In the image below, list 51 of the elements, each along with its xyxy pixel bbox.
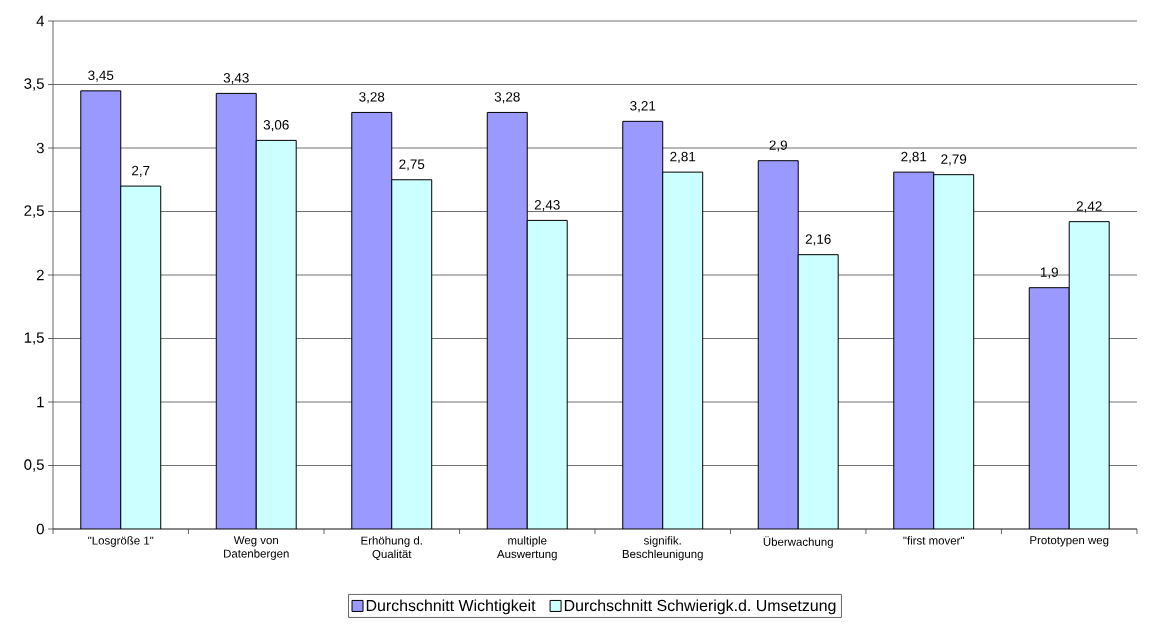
bar	[391, 179, 433, 529]
data-label: 1,9	[1040, 267, 1058, 279]
y-tick-label: 0	[36, 523, 44, 535]
x-tick-label: Prototypen weg	[1030, 536, 1109, 547]
data-label: 2,16	[805, 234, 831, 246]
bar	[757, 160, 799, 529]
data-label: 3,21	[630, 101, 656, 113]
y-tick-label: 3,5	[24, 78, 44, 91]
y-tick-label: 4	[36, 15, 45, 27]
data-label: 2,9	[769, 140, 787, 152]
data-label: 3,06	[263, 120, 289, 132]
data-label: 2,75	[399, 159, 425, 171]
bar	[933, 174, 975, 529]
x-tick-label: Überwachung	[763, 536, 833, 549]
y-tick-label: 3	[36, 142, 44, 154]
bar	[526, 219, 568, 529]
bar	[80, 90, 122, 529]
data-label: 2,43	[534, 200, 560, 212]
bar	[622, 120, 664, 529]
y-tick-label: 2	[36, 269, 44, 281]
bar	[486, 111, 528, 529]
data-label: 3,45	[88, 70, 114, 82]
bar	[255, 139, 297, 529]
x-tick-label: multiple Auswertung	[497, 536, 557, 561]
data-label: 2,81	[901, 151, 927, 163]
data-label: 2,79	[941, 154, 967, 166]
bar	[662, 171, 704, 529]
x-tick-label: Weg von Datenbergen	[224, 536, 289, 560]
x-tick-label: "first mover"	[903, 536, 965, 545]
x-tick-label: Erhöhung d. Qualität	[361, 536, 422, 561]
bar	[893, 171, 935, 529]
bar	[351, 111, 393, 529]
data-label: 3,28	[359, 92, 385, 104]
bar	[1028, 287, 1070, 529]
x-tick-label: "Losgröße 1"	[88, 536, 154, 547]
data-label: 2,42	[1076, 201, 1102, 213]
legend-label: Durchschnitt Wichtigkeit	[366, 599, 536, 615]
y-tick-label: 0,5	[24, 459, 44, 472]
data-label: 3,28	[494, 92, 520, 104]
bar	[215, 92, 257, 529]
data-label: 3,43	[223, 73, 249, 85]
bar	[1068, 221, 1110, 529]
y-tick-label: 1	[37, 396, 44, 408]
data-label: 2,81	[670, 151, 696, 163]
legend-label: Durchschnitt Schwierigk.d. Umsetzung	[564, 599, 836, 615]
y-tick-label: 2,5	[24, 205, 44, 218]
y-tick-label: 1,5	[24, 332, 44, 345]
bar	[797, 254, 839, 529]
bar	[120, 185, 162, 529]
data-label: 2,7	[132, 165, 150, 177]
x-tick-label: signifik. Beschleunigung	[622, 536, 703, 561]
